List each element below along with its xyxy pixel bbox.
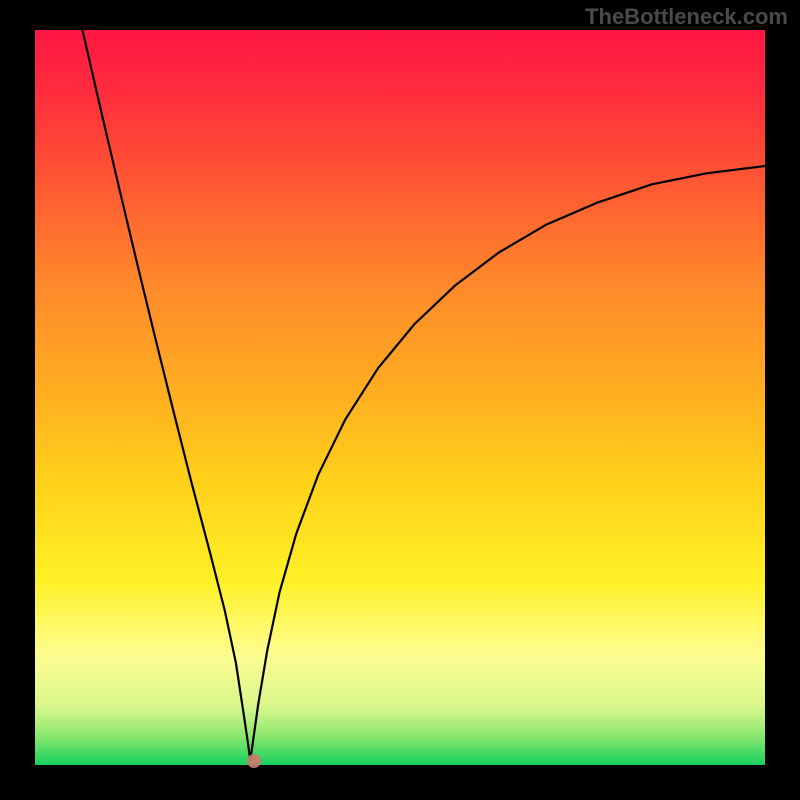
watermark-text: TheBottleneck.com bbox=[585, 4, 788, 30]
chart-container: TheBottleneck.com bbox=[0, 0, 800, 800]
plot-area bbox=[35, 30, 765, 765]
min-marker bbox=[247, 754, 261, 768]
